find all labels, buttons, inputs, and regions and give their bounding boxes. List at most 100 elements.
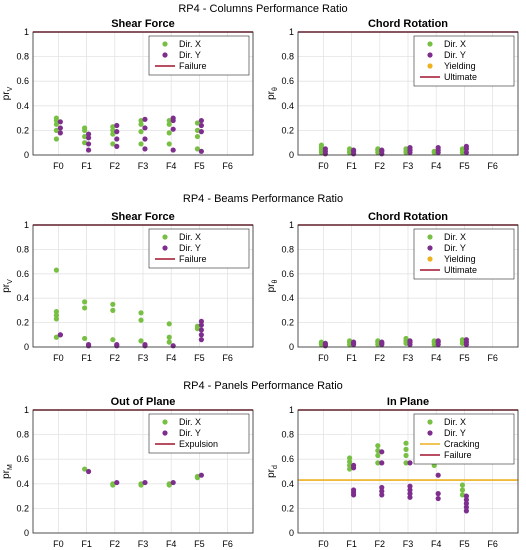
legend-label: Dir. X: [444, 232, 466, 242]
data-point: [57, 119, 63, 125]
data-point: [375, 338, 381, 344]
data-point: [347, 466, 353, 472]
x-tick-label: F0: [53, 539, 64, 549]
data-point: [198, 472, 204, 478]
data-point: [379, 492, 385, 498]
y-tick-label: 0.2: [281, 125, 294, 135]
legend-label: Dir. X: [179, 417, 201, 427]
y-tick-label: 0.6: [281, 454, 294, 464]
legend-label: Dir. Y: [179, 243, 201, 253]
data-point: [459, 487, 466, 493]
x-tick-label: F2: [110, 353, 121, 363]
data-point: [138, 117, 144, 124]
data-point: [431, 148, 437, 154]
x-tick-label: F1: [346, 539, 357, 549]
y-axis-label: prM: [1, 464, 14, 479]
data-point: [198, 337, 204, 343]
data-point: [142, 479, 148, 486]
x-tick-label: F5: [194, 353, 205, 363]
data-point: [166, 321, 172, 327]
data-point: [379, 488, 385, 494]
data-point: [53, 334, 60, 340]
y-tick-label: 0.4: [16, 479, 29, 489]
data-point: [347, 455, 353, 461]
x-tick-label: F6: [487, 539, 498, 549]
data-point: [110, 127, 116, 133]
x-tick-label: F4: [431, 539, 442, 549]
data-point: [347, 462, 353, 468]
data-point: [375, 447, 381, 454]
y-tick-label: 0: [24, 342, 29, 352]
y-tick-label: 0: [289, 342, 294, 352]
chart-6: 0 0.2 0.4 0.6 0.8 1 F0 F1 F2 F3 F4 F5 F6 In Plane prd D…: [266, 396, 519, 549]
data-point: [82, 125, 88, 131]
legend-marker: [427, 63, 433, 69]
data-point: [435, 491, 441, 497]
data-point: [194, 127, 201, 133]
data-point: [463, 500, 469, 507]
data-point: [110, 307, 116, 313]
x-tick-label: F6: [222, 161, 233, 171]
x-tick-label: F6: [487, 353, 498, 363]
legend-label: Dir. X: [179, 232, 201, 242]
x-tick-label: F1: [346, 353, 357, 363]
data-point: [110, 131, 116, 137]
data-point: [170, 147, 176, 153]
data-point: [347, 459, 353, 465]
legend-marker: [427, 234, 433, 240]
x-tick-label: F5: [194, 539, 205, 549]
legend-label: Failure: [444, 450, 472, 460]
data-point: [198, 327, 204, 333]
x-tick-label: F4: [166, 539, 177, 549]
data-point: [82, 335, 88, 342]
legend-label: Dir. Y: [444, 243, 466, 253]
legend-label: Failure: [179, 254, 207, 264]
y-tick-label: 0.8: [281, 244, 294, 254]
data-point: [379, 147, 385, 153]
data-point: [403, 452, 409, 459]
data-point: [82, 466, 88, 472]
x-tick-label: F6: [487, 161, 498, 171]
y-tick-label: 0.8: [16, 244, 29, 254]
data-point: [350, 492, 357, 498]
data-point: [375, 443, 381, 449]
data-point: [347, 338, 353, 344]
y-tick-label: 0.8: [281, 430, 294, 440]
x-tick-label: F1: [81, 161, 92, 171]
data-point: [431, 338, 437, 344]
data-point: [463, 149, 469, 156]
y-axis-label: prd: [266, 465, 279, 478]
data-point: [110, 124, 116, 130]
data-point: [318, 142, 325, 148]
data-point: [403, 146, 409, 152]
data-point: [379, 460, 385, 466]
axes-frame: [297, 224, 519, 348]
data-point: [463, 493, 469, 499]
x-tick-label: F0: [318, 539, 329, 549]
chart-2: 0 0.2 0.4 0.6 0.8 1 F0 F1 F2 F3 F4 F5 F6 Chord Rotati…: [266, 18, 519, 171]
x-tick-label: F1: [81, 353, 92, 363]
data-point: [53, 121, 60, 127]
y-tick-label: 0.4: [16, 101, 29, 111]
legend-marker: [427, 430, 433, 436]
legend-marker: [162, 234, 168, 240]
y-tick-label: 0: [289, 528, 294, 538]
legend-label: Dir. X: [179, 39, 201, 49]
legend-marker: [427, 419, 433, 425]
data-point: [53, 312, 60, 318]
data-point: [463, 497, 469, 503]
data-point: [322, 340, 328, 346]
data-point: [138, 121, 144, 127]
data-point: [114, 122, 120, 129]
data-point: [53, 309, 60, 315]
data-point: [198, 122, 204, 129]
data-point: [170, 479, 176, 486]
axes-frame: [297, 31, 519, 156]
y-tick-label: 1: [24, 405, 29, 415]
data-point: [53, 136, 60, 142]
panel-title: In Plane: [387, 396, 429, 408]
x-tick-label: F4: [166, 161, 177, 171]
data-point: [375, 460, 381, 466]
